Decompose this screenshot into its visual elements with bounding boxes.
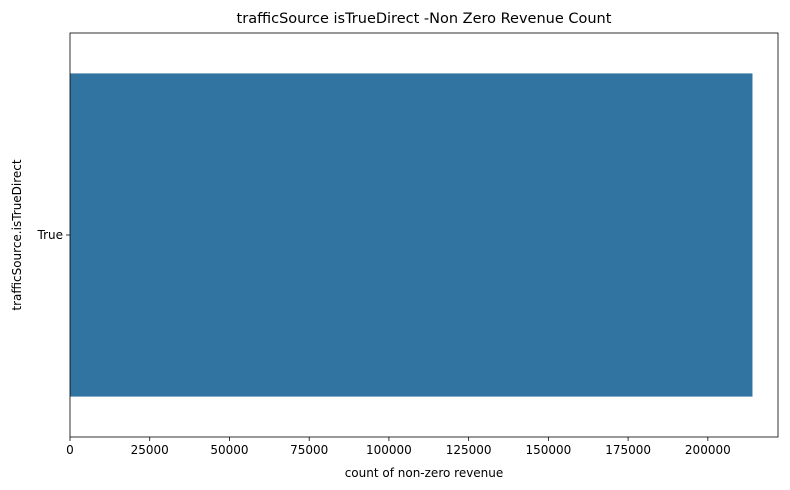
y-axis-label: trafficSource.isTrueDirect bbox=[10, 159, 24, 311]
x-tick-label: 200000 bbox=[685, 443, 731, 457]
y-ticks-group: True bbox=[37, 228, 70, 242]
x-tick-label: 125000 bbox=[446, 443, 492, 457]
x-tick-label: 25000 bbox=[131, 443, 169, 457]
x-tick-label: 175000 bbox=[605, 443, 651, 457]
x-tick-label: 0 bbox=[66, 443, 74, 457]
x-tick-label: 75000 bbox=[290, 443, 328, 457]
x-axis-label: count of non-zero revenue bbox=[345, 466, 504, 480]
x-tick-label: 50000 bbox=[210, 443, 248, 457]
bar-true bbox=[70, 73, 753, 397]
x-tick-label: 150000 bbox=[525, 443, 571, 457]
bars-group bbox=[70, 73, 753, 397]
x-ticks-group: 0 25000 50000 75000 100000 125000 150000 175000… bbox=[66, 437, 731, 457]
plot-frame bbox=[69, 32, 779, 438]
chart-title: trafficSource isTrueDirect -Non Zero Rev… bbox=[237, 11, 612, 27]
y-tick-label: True bbox=[37, 228, 64, 242]
x-tick-label: 100000 bbox=[366, 443, 412, 457]
